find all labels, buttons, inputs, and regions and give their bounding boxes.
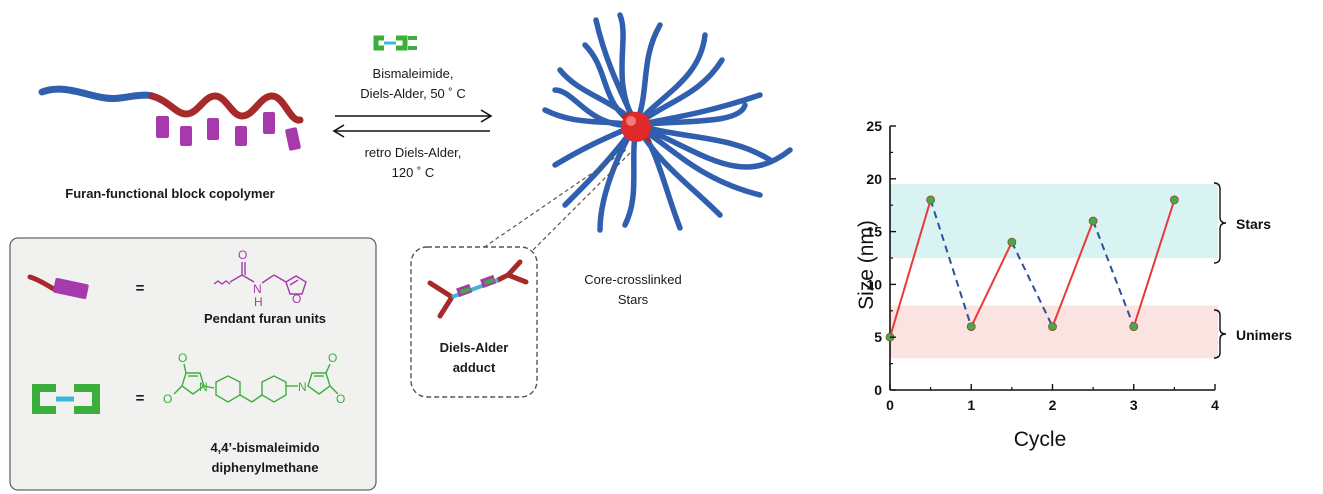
reaction-scheme bbox=[9, 12, 793, 491]
falling-segment bbox=[929, 199, 973, 327]
y-tick-label: 5 bbox=[874, 329, 882, 345]
adduct-label-line1: Diels-Alder bbox=[439, 340, 509, 355]
adduct-label-line2: adduct bbox=[452, 360, 496, 375]
x-tick-label: 1 bbox=[967, 397, 975, 413]
rising-segment bbox=[889, 199, 932, 338]
maleimide-oxygen-top-left: O bbox=[178, 351, 188, 365]
rising-segment bbox=[970, 241, 1013, 328]
zoom-lines bbox=[479, 149, 631, 271]
amide-oxygen-atom: O bbox=[238, 248, 248, 262]
unimers-bracket bbox=[1213, 309, 1227, 359]
x-tick-label: 3 bbox=[1130, 397, 1138, 413]
data-point bbox=[1169, 195, 1179, 205]
core-highlight bbox=[626, 116, 636, 126]
adduct-box bbox=[410, 246, 538, 398]
copolymer-label: Furan-functional block copolymer bbox=[65, 186, 275, 201]
star-core-sphere bbox=[621, 112, 651, 142]
equals-sign-bismaleimide: = bbox=[135, 390, 145, 407]
forward-condition-line2: Diels-Alder, 50 ˚ C bbox=[360, 86, 466, 101]
stars-label-line2: Stars bbox=[617, 292, 649, 307]
pendant-furan-units bbox=[156, 112, 301, 151]
furan-unit-icon bbox=[27, 274, 89, 299]
y-axis-label: Size (nm) bbox=[855, 220, 878, 310]
data-point bbox=[926, 195, 936, 205]
data-point bbox=[1088, 216, 1098, 226]
x-tick-label: 2 bbox=[1049, 397, 1057, 413]
maleimide-oxygen-top-right: O bbox=[328, 351, 338, 365]
stars-band-label: Stars bbox=[1236, 216, 1271, 232]
maleimide-oxygen-bottom-right: O bbox=[336, 392, 346, 406]
band-stars bbox=[890, 184, 1218, 258]
x-axis-label: Cycle bbox=[1014, 428, 1067, 451]
bismaleimide-legend-line2: diphenylmethane bbox=[211, 460, 319, 475]
equilibrium-arrows bbox=[332, 109, 493, 138]
unimers-band-label: Unimers bbox=[1236, 327, 1292, 343]
y-tick-label: 15 bbox=[866, 224, 882, 240]
legend-box bbox=[9, 237, 377, 491]
stars-bracket bbox=[1213, 182, 1227, 264]
bismaleimide-icon bbox=[373, 35, 417, 51]
x-tick-label: 4 bbox=[1211, 397, 1219, 413]
diels-alder-adduct-drawing bbox=[427, 259, 529, 319]
y-tick-label: 10 bbox=[866, 276, 882, 292]
star-polymer-drawing bbox=[542, 12, 793, 233]
reverse-condition-line2: 120 ˚ C bbox=[391, 165, 435, 180]
maleimide-oxygen-bottom-left: O bbox=[163, 392, 173, 406]
stars-label-line1: Core-crosslinked bbox=[584, 272, 682, 287]
amide-hydrogen-atom: H bbox=[254, 295, 263, 309]
y-tick-label: 20 bbox=[866, 171, 882, 187]
red-block bbox=[148, 92, 304, 124]
band-unimers bbox=[890, 305, 1218, 359]
size-vs-cycle-chart: 0 1 2 3 4 0 5 10 15 20 25 Size (nm) Cycle Stars Un… bbox=[855, 118, 1292, 451]
data-point bbox=[1048, 322, 1057, 332]
maleimide-nitrogen-left: N bbox=[199, 380, 208, 394]
blue-block bbox=[38, 85, 156, 103]
block-copolymer-drawing bbox=[38, 85, 304, 151]
bismaleimide-structure bbox=[173, 363, 339, 403]
furan-amide-structure bbox=[213, 262, 307, 295]
rising-segment bbox=[1132, 199, 1176, 327]
amide-nitrogen-atom: N bbox=[253, 282, 262, 296]
maleimide-nitrogen-right: N bbox=[298, 380, 307, 394]
rising-segment bbox=[1051, 220, 1095, 327]
falling-segment bbox=[1092, 220, 1135, 327]
x-tick-label: 0 bbox=[886, 397, 894, 413]
forward-condition-line1: Bismaleimide, bbox=[372, 66, 454, 81]
y-tick-label: 0 bbox=[874, 382, 882, 398]
y-tick-label: 25 bbox=[866, 118, 882, 134]
data-point bbox=[966, 322, 976, 332]
reverse-condition-line1: retro Diels-Alder, bbox=[364, 145, 462, 160]
falling-segment bbox=[1010, 241, 1054, 328]
bismaleimide-legend-line1: 4,4’-bismaleimido bbox=[210, 440, 320, 455]
bismaleimide-legend-icon bbox=[32, 384, 100, 414]
equals-sign-furan: = bbox=[135, 280, 145, 297]
furan-legend-label: Pendant furan units bbox=[203, 311, 327, 326]
data-point bbox=[1007, 237, 1017, 247]
data-point bbox=[1129, 322, 1139, 332]
furan-oxygen-atom: O bbox=[292, 292, 302, 306]
